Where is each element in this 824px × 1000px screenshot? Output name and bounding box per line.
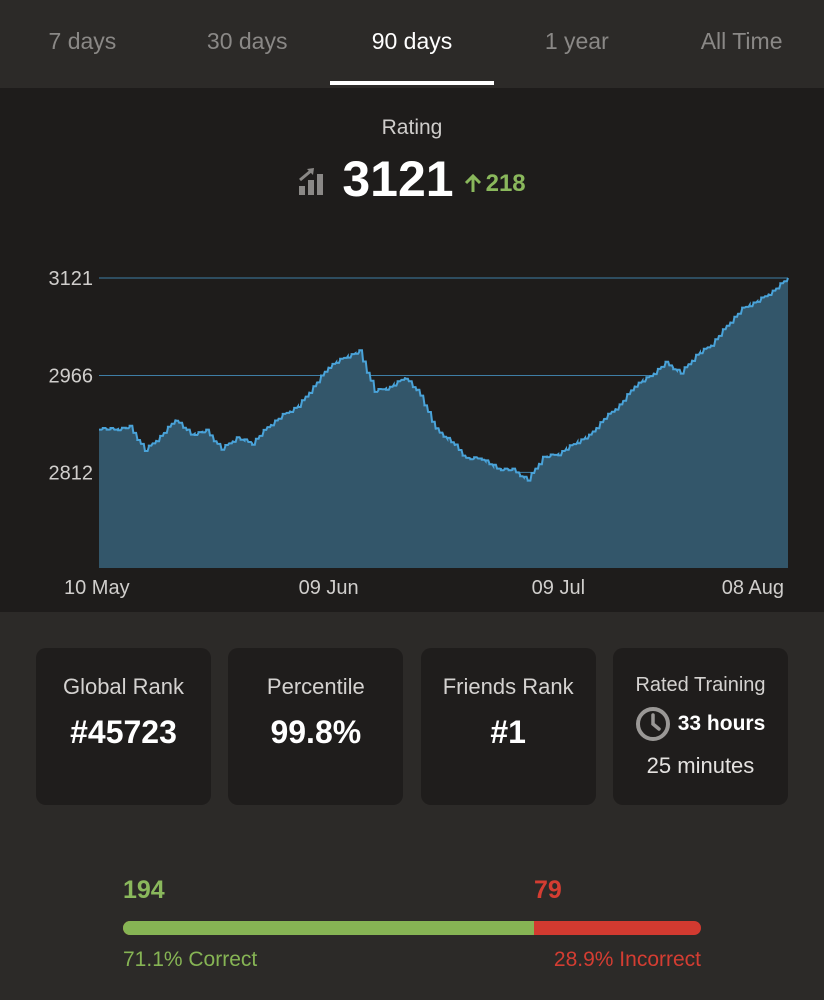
rating-row: 3121 218 — [0, 150, 824, 208]
rating-area — [99, 278, 788, 568]
x-tick-label: 10 May — [64, 577, 130, 599]
tab-all-time[interactable]: All Time — [700, 28, 783, 54]
y-tick-label: 2966 — [49, 366, 94, 388]
rating-panel: Rating 3121 218 3121 2966 2812 10 May 09 Ju… — [0, 88, 824, 612]
correct-label: 71.1% Correct — [123, 948, 258, 971]
global-rank-label: Global Rank — [62, 674, 185, 699]
rated-training-minutes: 25 minutes — [646, 753, 755, 778]
stat-cards: Global Rank #45723 Percentile 99.8% Frie… — [36, 648, 788, 805]
x-tick-label: 08 Aug — [722, 577, 784, 599]
rating-chart-icon — [299, 168, 324, 195]
rating-change-value: 218 — [485, 170, 526, 197]
incorrect-count: 79 — [534, 876, 562, 904]
tab-7-days[interactable]: 7 days — [48, 28, 117, 54]
x-tick-label: 09 Jun — [299, 577, 359, 599]
rated-training-card: Rated Training 33 hours 25 minutes — [612, 648, 788, 805]
incorrect-label: 28.9% Incorrect — [553, 948, 701, 971]
percentile-label: Percentile — [266, 674, 365, 699]
rated-training-label: Rated Training — [635, 674, 766, 696]
correct-count: 194 — [123, 876, 165, 904]
rated-training-hours: 33 hours — [677, 712, 766, 735]
tab-90-days[interactable]: 90 days — [329, 0, 495, 88]
rating-value: 3121 — [342, 151, 454, 207]
y-tick-label: 3121 — [49, 268, 94, 290]
tab-30-days[interactable]: 30 days — [206, 28, 288, 54]
clock-icon — [635, 707, 670, 741]
friends-rank-card[interactable]: Friends Rank #1 — [420, 648, 596, 805]
rating-chart: 3121 2966 2812 10 May 09 Jun 09 Jul 08 Aug — [49, 268, 789, 599]
arrow-up-icon — [464, 174, 481, 192]
rating-label: Rating — [381, 116, 443, 139]
y-tick-label: 2812 — [49, 462, 94, 484]
period-tabs: 7 days 30 days 90 days 1 year All Time — [0, 0, 824, 88]
rating-change: 218 — [464, 170, 526, 198]
accuracy-section: 194 79 71.1% Correct 28.9% Incorrect — [123, 876, 701, 976]
percentile-value: 99.8% — [270, 714, 362, 750]
accuracy-bar — [123, 921, 701, 935]
global-rank-card: Global Rank #45723 — [36, 648, 211, 805]
percentile-card: Percentile 99.8% — [228, 648, 404, 805]
friends-rank-label: Friends Rank — [442, 674, 574, 699]
x-tick-label: 09 Jul — [532, 577, 585, 599]
global-rank-value: #45723 — [70, 714, 177, 750]
accuracy-bar-correct — [123, 921, 534, 935]
friends-rank-value: #1 — [490, 714, 526, 750]
rated-training-hours-row: 33 hours — [635, 707, 766, 741]
rating-line — [99, 277, 789, 482]
tab-1-year[interactable]: 1 year — [544, 28, 609, 54]
